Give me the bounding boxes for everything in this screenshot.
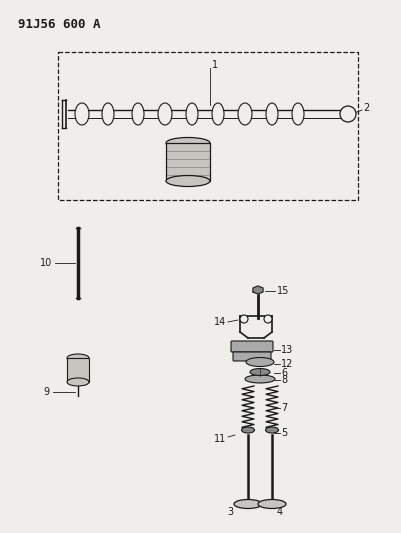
Text: 8: 8 (280, 375, 286, 385)
Text: 14: 14 (213, 317, 225, 327)
Ellipse shape (211, 103, 223, 125)
Text: 1: 1 (211, 60, 218, 70)
Bar (166, 143, 209, 181)
Ellipse shape (257, 499, 285, 508)
FancyBboxPatch shape (231, 341, 272, 352)
Text: 91J56 600 A: 91J56 600 A (18, 18, 100, 31)
Text: 3: 3 (226, 507, 233, 517)
Text: 6: 6 (280, 368, 286, 378)
Ellipse shape (249, 368, 269, 376)
Ellipse shape (75, 103, 89, 125)
Circle shape (239, 315, 247, 323)
Ellipse shape (186, 103, 198, 125)
Text: 9: 9 (44, 387, 50, 397)
Ellipse shape (132, 103, 144, 125)
Ellipse shape (241, 427, 254, 433)
Text: 7: 7 (280, 403, 287, 413)
Text: 13: 13 (280, 345, 292, 355)
Ellipse shape (102, 103, 114, 125)
Ellipse shape (166, 138, 209, 149)
Ellipse shape (265, 103, 277, 125)
Text: 10: 10 (40, 258, 52, 268)
FancyBboxPatch shape (233, 352, 270, 361)
Ellipse shape (166, 175, 209, 187)
Ellipse shape (265, 427, 278, 433)
Ellipse shape (67, 354, 89, 362)
Ellipse shape (233, 499, 261, 508)
Ellipse shape (237, 103, 251, 125)
Circle shape (339, 106, 355, 122)
Text: 15: 15 (276, 286, 289, 296)
Bar (58, 52, 357, 200)
Ellipse shape (291, 103, 303, 125)
Ellipse shape (245, 358, 273, 367)
Text: 11: 11 (213, 434, 225, 444)
Text: 4: 4 (276, 507, 282, 517)
Ellipse shape (158, 103, 172, 125)
Text: 5: 5 (280, 428, 287, 438)
Text: 2: 2 (362, 103, 369, 113)
Text: 12: 12 (280, 359, 293, 369)
Ellipse shape (67, 378, 89, 386)
Bar (67, 358, 89, 382)
Circle shape (263, 315, 271, 323)
Ellipse shape (244, 375, 274, 383)
Polygon shape (252, 286, 262, 294)
